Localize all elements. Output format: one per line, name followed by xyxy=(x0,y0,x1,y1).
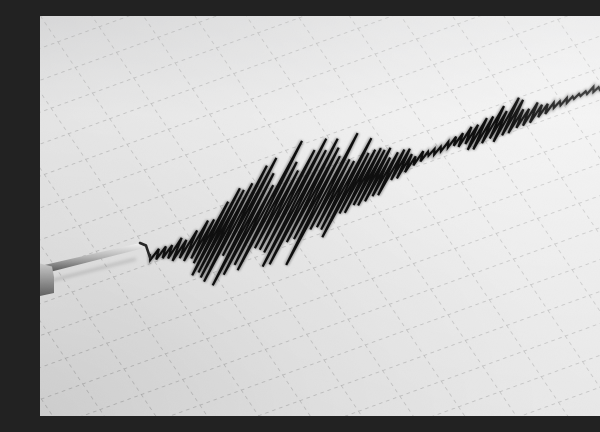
film-grain-overlay xyxy=(40,16,600,416)
seismograph-photo xyxy=(40,16,600,416)
